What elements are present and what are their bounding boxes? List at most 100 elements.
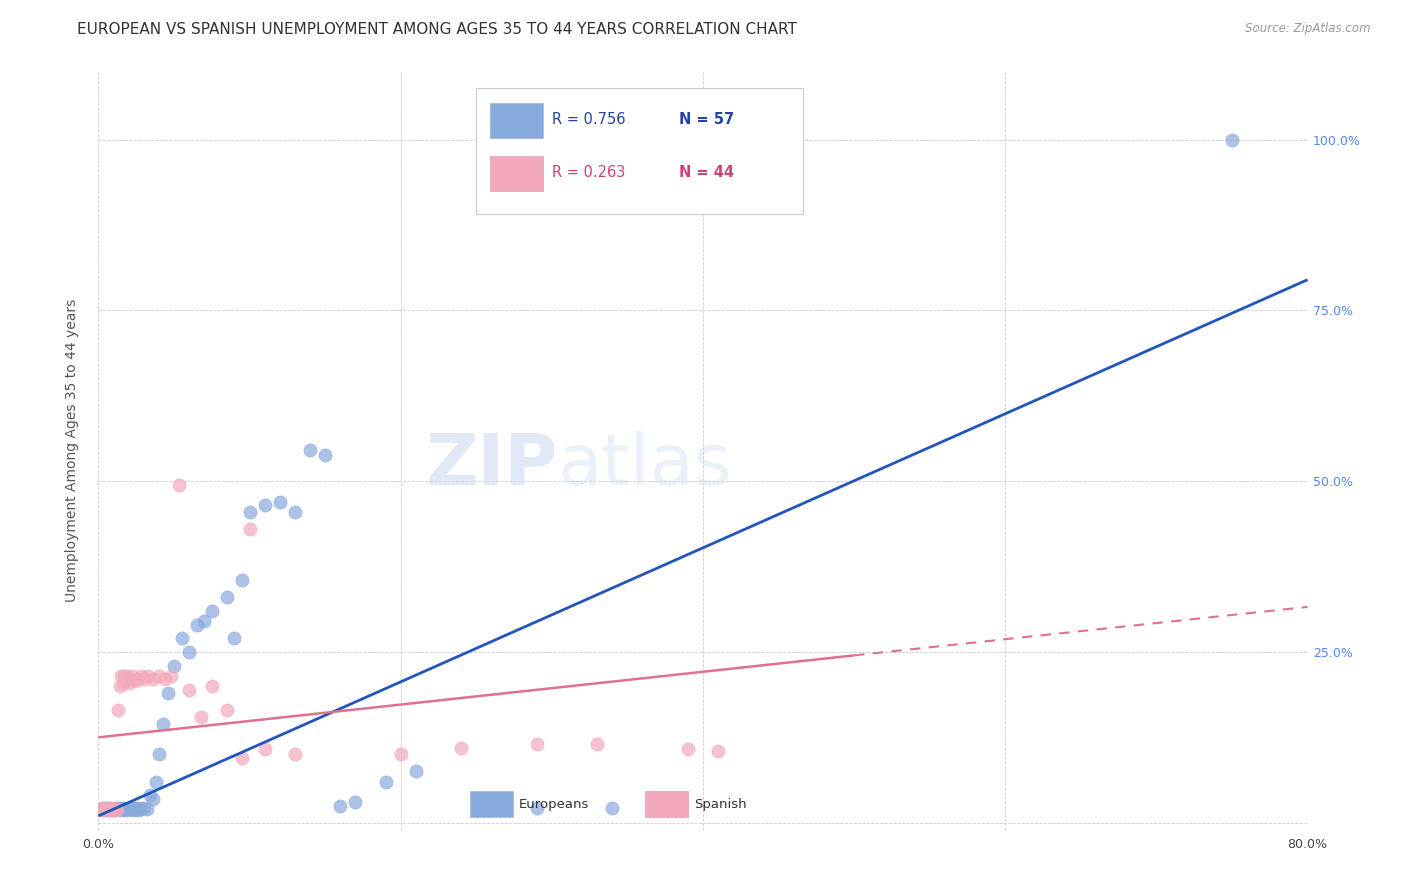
Point	[120, 802, 142, 816]
Point	[526, 800, 548, 814]
Point	[100, 804, 122, 818]
Point	[104, 802, 127, 816]
FancyBboxPatch shape	[491, 103, 543, 138]
Point	[179, 682, 201, 697]
Point	[239, 522, 262, 536]
Point	[215, 703, 238, 717]
Point	[284, 505, 307, 519]
Point	[105, 800, 128, 814]
Point	[707, 744, 730, 758]
FancyBboxPatch shape	[470, 791, 513, 817]
Text: atlas: atlas	[558, 431, 733, 500]
Point	[107, 802, 129, 816]
Text: EUROPEAN VS SPANISH UNEMPLOYMENT AMONG AGES 35 TO 44 YEARS CORRELATION CHART: EUROPEAN VS SPANISH UNEMPLOYMENT AMONG A…	[77, 22, 797, 37]
Y-axis label: Unemployment Among Ages 35 to 44 years: Unemployment Among Ages 35 to 44 years	[65, 299, 79, 602]
Point	[153, 673, 176, 687]
Point	[132, 800, 155, 814]
Point	[118, 675, 141, 690]
Point	[128, 800, 150, 814]
FancyBboxPatch shape	[645, 791, 689, 817]
Point	[253, 742, 276, 756]
Point	[118, 800, 141, 814]
Text: Source: ZipAtlas.com: Source: ZipAtlas.com	[1246, 22, 1371, 36]
Point	[190, 710, 212, 724]
Point	[100, 800, 122, 814]
Point	[108, 679, 131, 693]
FancyBboxPatch shape	[491, 156, 543, 191]
Point	[201, 679, 224, 693]
Point	[299, 443, 322, 458]
Point	[103, 804, 125, 818]
Point	[374, 774, 396, 789]
Point	[135, 802, 157, 816]
Point	[129, 669, 152, 683]
Point	[405, 764, 427, 779]
Point	[91, 804, 114, 818]
Point	[148, 669, 170, 683]
Point	[148, 747, 170, 762]
Point	[122, 804, 145, 818]
Point	[110, 804, 132, 818]
Point	[167, 477, 190, 491]
Point	[231, 573, 253, 587]
Point	[94, 802, 117, 816]
Point	[269, 494, 291, 508]
Point	[96, 802, 118, 816]
Point	[127, 804, 149, 818]
Point	[163, 658, 186, 673]
Point	[253, 498, 276, 512]
Point	[136, 669, 159, 683]
Text: Spanish: Spanish	[695, 798, 747, 811]
Text: Europeans: Europeans	[519, 798, 589, 811]
Text: R = 0.263: R = 0.263	[551, 165, 626, 179]
Point	[186, 617, 208, 632]
Point	[344, 795, 367, 809]
Text: ZIP: ZIP	[426, 431, 558, 500]
Point	[124, 800, 146, 814]
Point	[170, 632, 193, 646]
Point	[108, 800, 131, 814]
Point	[602, 800, 624, 814]
Point	[193, 614, 215, 628]
Point	[201, 604, 224, 618]
Point	[115, 669, 138, 683]
Point	[101, 802, 124, 816]
Point	[224, 632, 246, 646]
Point	[129, 802, 152, 816]
Point	[526, 737, 548, 751]
Point	[142, 792, 165, 806]
Point	[101, 802, 124, 816]
Point	[239, 505, 262, 519]
Point	[179, 645, 201, 659]
Point	[96, 800, 118, 814]
Point	[105, 804, 128, 818]
Text: N = 57: N = 57	[679, 112, 734, 127]
Point	[215, 591, 238, 605]
Point	[93, 804, 115, 818]
Point	[124, 673, 146, 688]
Point	[112, 669, 135, 683]
Point	[112, 800, 135, 814]
Point	[103, 804, 125, 818]
Text: N = 44: N = 44	[679, 165, 734, 179]
Point	[115, 802, 138, 816]
Point	[98, 804, 121, 818]
Point	[125, 802, 148, 816]
Point	[586, 737, 609, 751]
Point	[231, 751, 253, 765]
Point	[91, 800, 114, 814]
Point	[142, 673, 165, 687]
Point	[314, 448, 336, 462]
Point	[284, 747, 307, 762]
Point	[139, 789, 162, 803]
Point	[121, 669, 143, 683]
Point	[121, 800, 143, 814]
Point	[114, 673, 136, 687]
Point	[1220, 133, 1243, 147]
Point	[676, 742, 699, 756]
Point	[90, 802, 112, 816]
Point	[132, 673, 155, 687]
Point	[389, 747, 412, 762]
Point	[104, 800, 127, 814]
Point	[98, 800, 121, 814]
